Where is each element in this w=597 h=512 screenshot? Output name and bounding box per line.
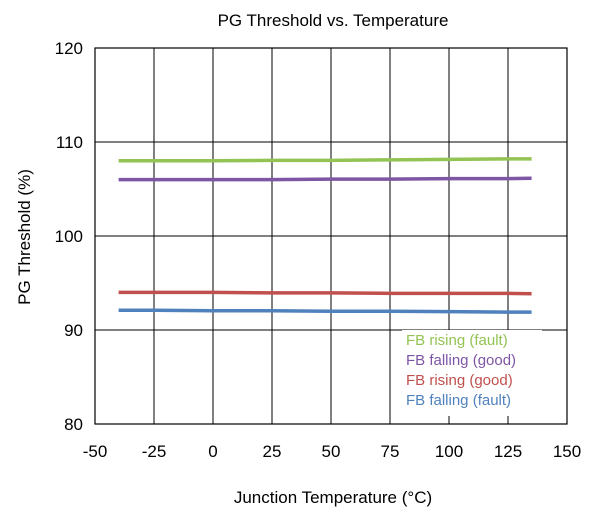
x-tick-label: 0 (208, 442, 217, 461)
chart-title: PG Threshold vs. Temperature (218, 11, 449, 30)
plot-frame (94, 47, 568, 425)
x-tick-label: 75 (381, 442, 400, 461)
x-axis-label: Junction Temperature (°C) (234, 488, 432, 507)
legend-entry: FB rising (fault) (406, 332, 508, 349)
legend-entry: FB falling (fault) (406, 392, 511, 409)
x-tick-label: -25 (142, 442, 167, 461)
y-tick-labels: 80 90 100 110 120 (55, 39, 83, 434)
y-axis-label: PG Threshold (%) (15, 169, 34, 305)
y-tick-label: 80 (64, 415, 83, 434)
y-tick-label: 90 (64, 321, 83, 340)
x-tick-label: 150 (553, 442, 581, 461)
legend: FB rising (fault) FB falling (good) FB ris… (402, 330, 542, 416)
x-tick-label: 25 (263, 442, 282, 461)
x-tick-label: 125 (494, 442, 522, 461)
x-tick-label: -50 (83, 442, 108, 461)
x-tick-label: 50 (322, 442, 341, 461)
series-line (118, 290, 532, 296)
x-tick-label: 100 (435, 442, 463, 461)
series-line (118, 308, 532, 314)
series-lines (118, 157, 532, 314)
legend-box (402, 330, 542, 416)
legend-entry: FB falling (good) (406, 352, 516, 369)
series-line (118, 157, 532, 163)
legend-entry: FB rising (good) (406, 372, 513, 389)
y-tick-label: 100 (55, 227, 83, 246)
x-tick-labels: -50 -25 0 25 50 75 100 125 150 (83, 442, 581, 461)
y-tick-label: 120 (55, 39, 83, 58)
y-tick-label: 110 (56, 133, 83, 152)
series-line (118, 176, 532, 182)
